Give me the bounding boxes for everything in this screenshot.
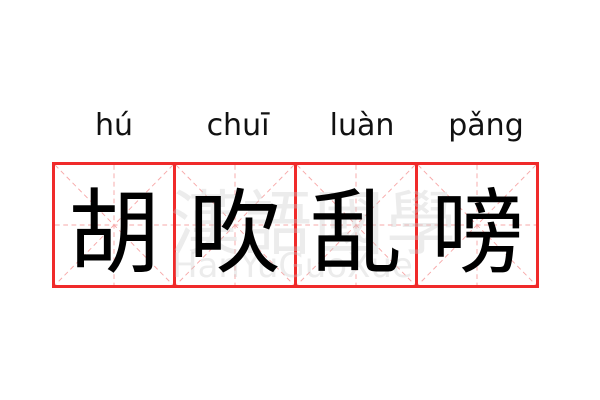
- character-cell: 吹: [173, 162, 297, 288]
- guide-lines: [418, 165, 536, 285]
- pinyin-3: pǎng: [448, 108, 524, 143]
- guide-lines: [55, 165, 173, 285]
- hanzi-2: 乱: [309, 179, 402, 287]
- hanzi-1: 吹: [188, 179, 281, 287]
- guide-lines: [297, 165, 415, 285]
- hanzi-0: 胡: [67, 179, 160, 287]
- pinyin-2: luàn: [329, 108, 395, 143]
- character-cell: 胡: [52, 162, 176, 288]
- pinyin-0: hú: [94, 108, 134, 143]
- pinyin-1: chuī: [206, 108, 270, 143]
- hanzi-3: 嗙: [430, 179, 523, 287]
- guide-lines: [176, 165, 294, 285]
- character-grid: 胡 吹 乱 嗙: [52, 162, 549, 288]
- character-cell: 嗙: [415, 162, 539, 288]
- character-cell: 乱: [294, 162, 418, 288]
